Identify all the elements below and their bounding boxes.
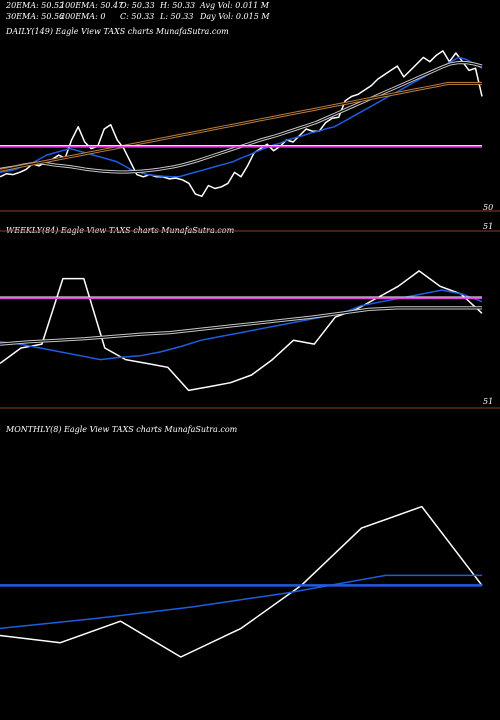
series-ema20-line <box>0 56 483 178</box>
series-price-line <box>0 50 483 198</box>
ema20-value: 20EMA: 50.52 <box>6 1 65 10</box>
ema30-value: 30EMA: 50.56 <box>6 12 65 21</box>
high-value: H: 50.33 <box>160 1 196 10</box>
series-price-line <box>0 505 483 658</box>
ema100-value: 100EMA: 50.47 <box>60 1 124 10</box>
series-ema100-inner <box>0 82 482 171</box>
close-value: C: 50.33 <box>120 12 155 21</box>
avg-volume-value: Avg Vol: 0.011 M <box>200 1 269 10</box>
series-ema100-outline <box>0 81 482 172</box>
series-ema20-line <box>0 574 482 630</box>
daily-y-axis-label-50: 50 <box>483 203 494 212</box>
series-price-line <box>0 270 483 392</box>
ema200-value: 200EMA: 0 <box>60 12 106 21</box>
open-value: O: 50.33 <box>120 1 155 10</box>
monthly-panel <box>0 505 483 658</box>
weekly-panel <box>0 270 483 392</box>
daily-y-axis-label-51: 51 <box>483 222 494 231</box>
daily-chart-title: DAILY(149) Eagle View TAXS charts Munafa… <box>6 27 229 36</box>
daily-panel <box>0 50 483 198</box>
series-ema30-outline <box>0 306 482 346</box>
monthly-chart-title: MONTHLY(8) Eagle View TAXS charts Munafa… <box>6 425 238 434</box>
low-value: L: 50.33 <box>160 12 194 21</box>
series-ema30-inner <box>0 307 482 345</box>
day-volume-value: Day Vol: 0.015 M <box>200 12 270 21</box>
weekly-y-axis-label-51: 51 <box>483 397 494 406</box>
